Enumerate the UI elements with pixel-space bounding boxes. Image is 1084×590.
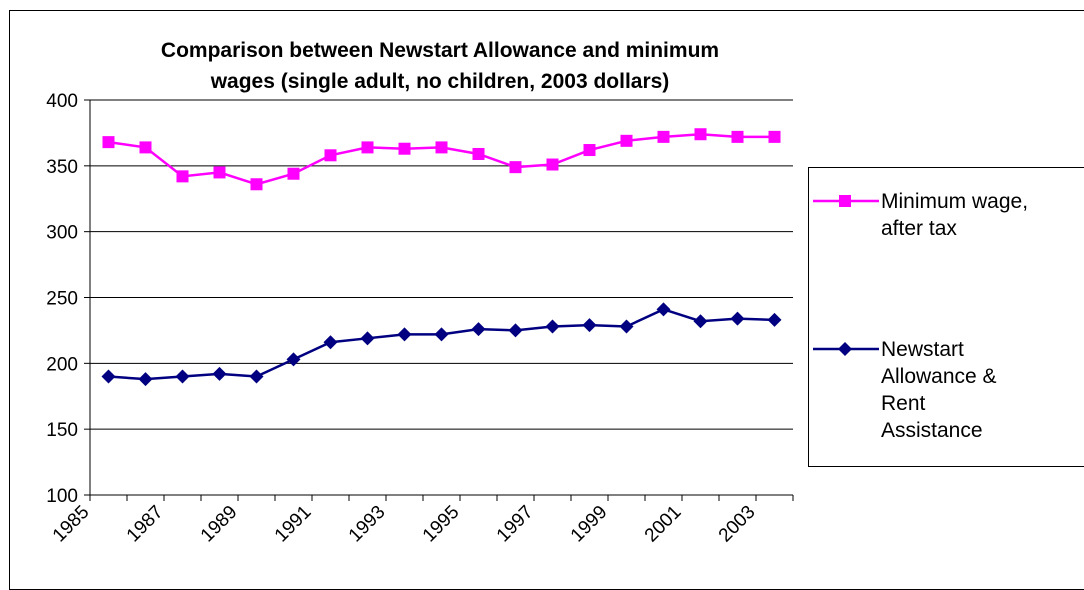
data-point-square — [694, 128, 707, 141]
x-tick-label: 1999 — [567, 502, 612, 547]
axes — [84, 99, 794, 501]
data-point-square — [176, 170, 189, 183]
chart-title-line-1: Comparison between Newstart Allowance an… — [160, 39, 720, 62]
legend-label-newstart-line-4: Assistance — [881, 419, 983, 442]
legend-label-minimum-wage-line-1: Minimum wage, — [881, 190, 1029, 213]
legend-label-minimum-wage-line-2: after tax — [881, 217, 957, 240]
data-point-diamond — [323, 335, 338, 350]
y-tick-label: 250 — [46, 289, 78, 310]
x-tick-label: 2001 — [641, 502, 686, 547]
data-point-square — [287, 167, 300, 180]
x-tick-label: 1995 — [419, 502, 464, 547]
data-point-square — [250, 178, 263, 191]
data-point-diamond — [101, 369, 116, 384]
data-point-diamond — [212, 366, 227, 381]
data-point-square — [102, 136, 115, 149]
data-point-diamond — [175, 369, 190, 384]
data-point-diamond — [138, 372, 153, 387]
x-tick-label: 1993 — [345, 502, 390, 547]
data-point-square — [472, 147, 485, 160]
legend-label-newstart-line-2: Allowance & — [881, 365, 997, 388]
y-tick-label: 350 — [46, 157, 78, 178]
x-tick-label: 2003 — [715, 502, 760, 547]
data-point-square — [213, 166, 226, 179]
data-point-diamond — [397, 327, 412, 342]
data-point-diamond — [545, 319, 560, 334]
x-tick-label: 1991 — [271, 502, 316, 547]
y-tick-label: 150 — [46, 420, 78, 441]
y-tick-label: 200 — [46, 354, 78, 375]
legend-marker-newstart — [813, 342, 879, 356]
x-tick-label: 1985 — [49, 502, 94, 547]
data-point-diamond — [286, 352, 301, 367]
data-point-square — [768, 130, 781, 143]
data-point-diamond — [434, 327, 449, 342]
x-tick-label: 1989 — [197, 502, 242, 547]
x-tick-label: 1997 — [493, 502, 538, 547]
data-point-diamond — [619, 319, 634, 334]
legend-label-newstart-line-3: Rent — [881, 392, 926, 415]
x-tick-label: 1987 — [123, 502, 168, 547]
legend-label-newstart-line-1: Newstart — [881, 338, 964, 361]
series-line-1 — [108, 308, 775, 381]
legend: Minimum wage, after tax Newstart Allowan… — [808, 167, 1084, 467]
data-point-square — [361, 141, 374, 154]
data-point-diamond — [360, 331, 375, 346]
data-point-square — [435, 141, 448, 154]
grid-lines — [90, 99, 793, 430]
data-point-square — [546, 158, 559, 171]
x-tick-labels: 1985 1987 1989 1991 1993 1995 1997 1999 2001 2003 — [49, 502, 760, 547]
legend-marker-minimum-wage — [813, 195, 879, 207]
y-tick-label: 300 — [46, 223, 78, 244]
data-point-square — [398, 142, 411, 155]
data-point-diamond — [656, 302, 671, 317]
data-point-diamond — [767, 312, 782, 327]
data-point-square — [583, 144, 596, 157]
data-point-diamond — [249, 369, 264, 384]
data-point-square — [509, 161, 522, 174]
data-point-square — [620, 134, 633, 147]
data-point-square — [139, 141, 152, 154]
chart-title-line-2: wages (single adult, no children, 2003 d… — [210, 70, 670, 93]
data-point-diamond — [730, 311, 745, 326]
y-tick-labels: 100 150 200 250 300 350 400 — [46, 91, 78, 507]
y-tick-label: 100 — [46, 486, 78, 507]
data-point-diamond — [693, 314, 708, 329]
y-tick-label: 400 — [46, 91, 78, 112]
series-layer — [101, 128, 782, 387]
data-point-diamond — [582, 318, 597, 333]
chart-area: Comparison between Newstart Allowance an… — [9, 10, 1084, 590]
data-point-diamond — [471, 322, 486, 337]
data-point-square — [657, 130, 670, 143]
data-point-square — [324, 149, 337, 162]
data-point-diamond — [508, 323, 523, 338]
data-point-square — [731, 130, 744, 143]
